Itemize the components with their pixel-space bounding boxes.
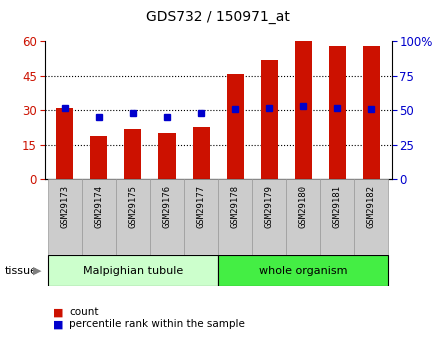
Text: GSM29174: GSM29174	[94, 186, 103, 228]
Bar	[57, 108, 73, 179]
Text: GSM29180: GSM29180	[299, 186, 307, 228]
Text: GSM29176: GSM29176	[162, 186, 171, 228]
Bar	[48, 255, 218, 286]
Text: GSM29173: GSM29173	[61, 186, 69, 228]
Text: GSM29175: GSM29175	[129, 186, 138, 228]
FancyBboxPatch shape	[116, 179, 150, 255]
Text: GDS732 / 150971_at: GDS732 / 150971_at	[146, 10, 290, 24]
FancyBboxPatch shape	[218, 179, 252, 255]
FancyBboxPatch shape	[82, 179, 116, 255]
FancyBboxPatch shape	[184, 179, 218, 255]
Text: Malpighian tubule: Malpighian tubule	[83, 266, 183, 276]
Text: ▶: ▶	[33, 266, 42, 276]
Text: GSM29181: GSM29181	[333, 186, 342, 228]
FancyBboxPatch shape	[320, 179, 354, 255]
Bar	[193, 127, 210, 179]
Bar	[329, 46, 346, 179]
Text: GSM29177: GSM29177	[197, 186, 206, 228]
FancyBboxPatch shape	[286, 179, 320, 255]
Text: whole organism: whole organism	[259, 266, 348, 276]
Text: percentile rank within the sample: percentile rank within the sample	[69, 319, 245, 329]
Bar	[261, 60, 278, 179]
Text: GSM29182: GSM29182	[367, 186, 376, 228]
FancyBboxPatch shape	[354, 179, 388, 255]
FancyBboxPatch shape	[48, 179, 82, 255]
Text: GSM29179: GSM29179	[265, 186, 274, 228]
Bar	[363, 46, 380, 179]
Bar	[90, 136, 107, 179]
Text: tissue: tissue	[4, 266, 37, 276]
Text: GSM29178: GSM29178	[231, 186, 239, 228]
Bar	[218, 255, 388, 286]
FancyBboxPatch shape	[252, 179, 286, 255]
Text: ■: ■	[53, 319, 64, 329]
Bar	[227, 73, 243, 179]
Bar	[125, 129, 142, 179]
Text: count: count	[69, 307, 98, 317]
FancyBboxPatch shape	[150, 179, 184, 255]
Text: ■: ■	[53, 307, 64, 317]
Bar	[295, 41, 312, 179]
Bar	[158, 134, 175, 179]
